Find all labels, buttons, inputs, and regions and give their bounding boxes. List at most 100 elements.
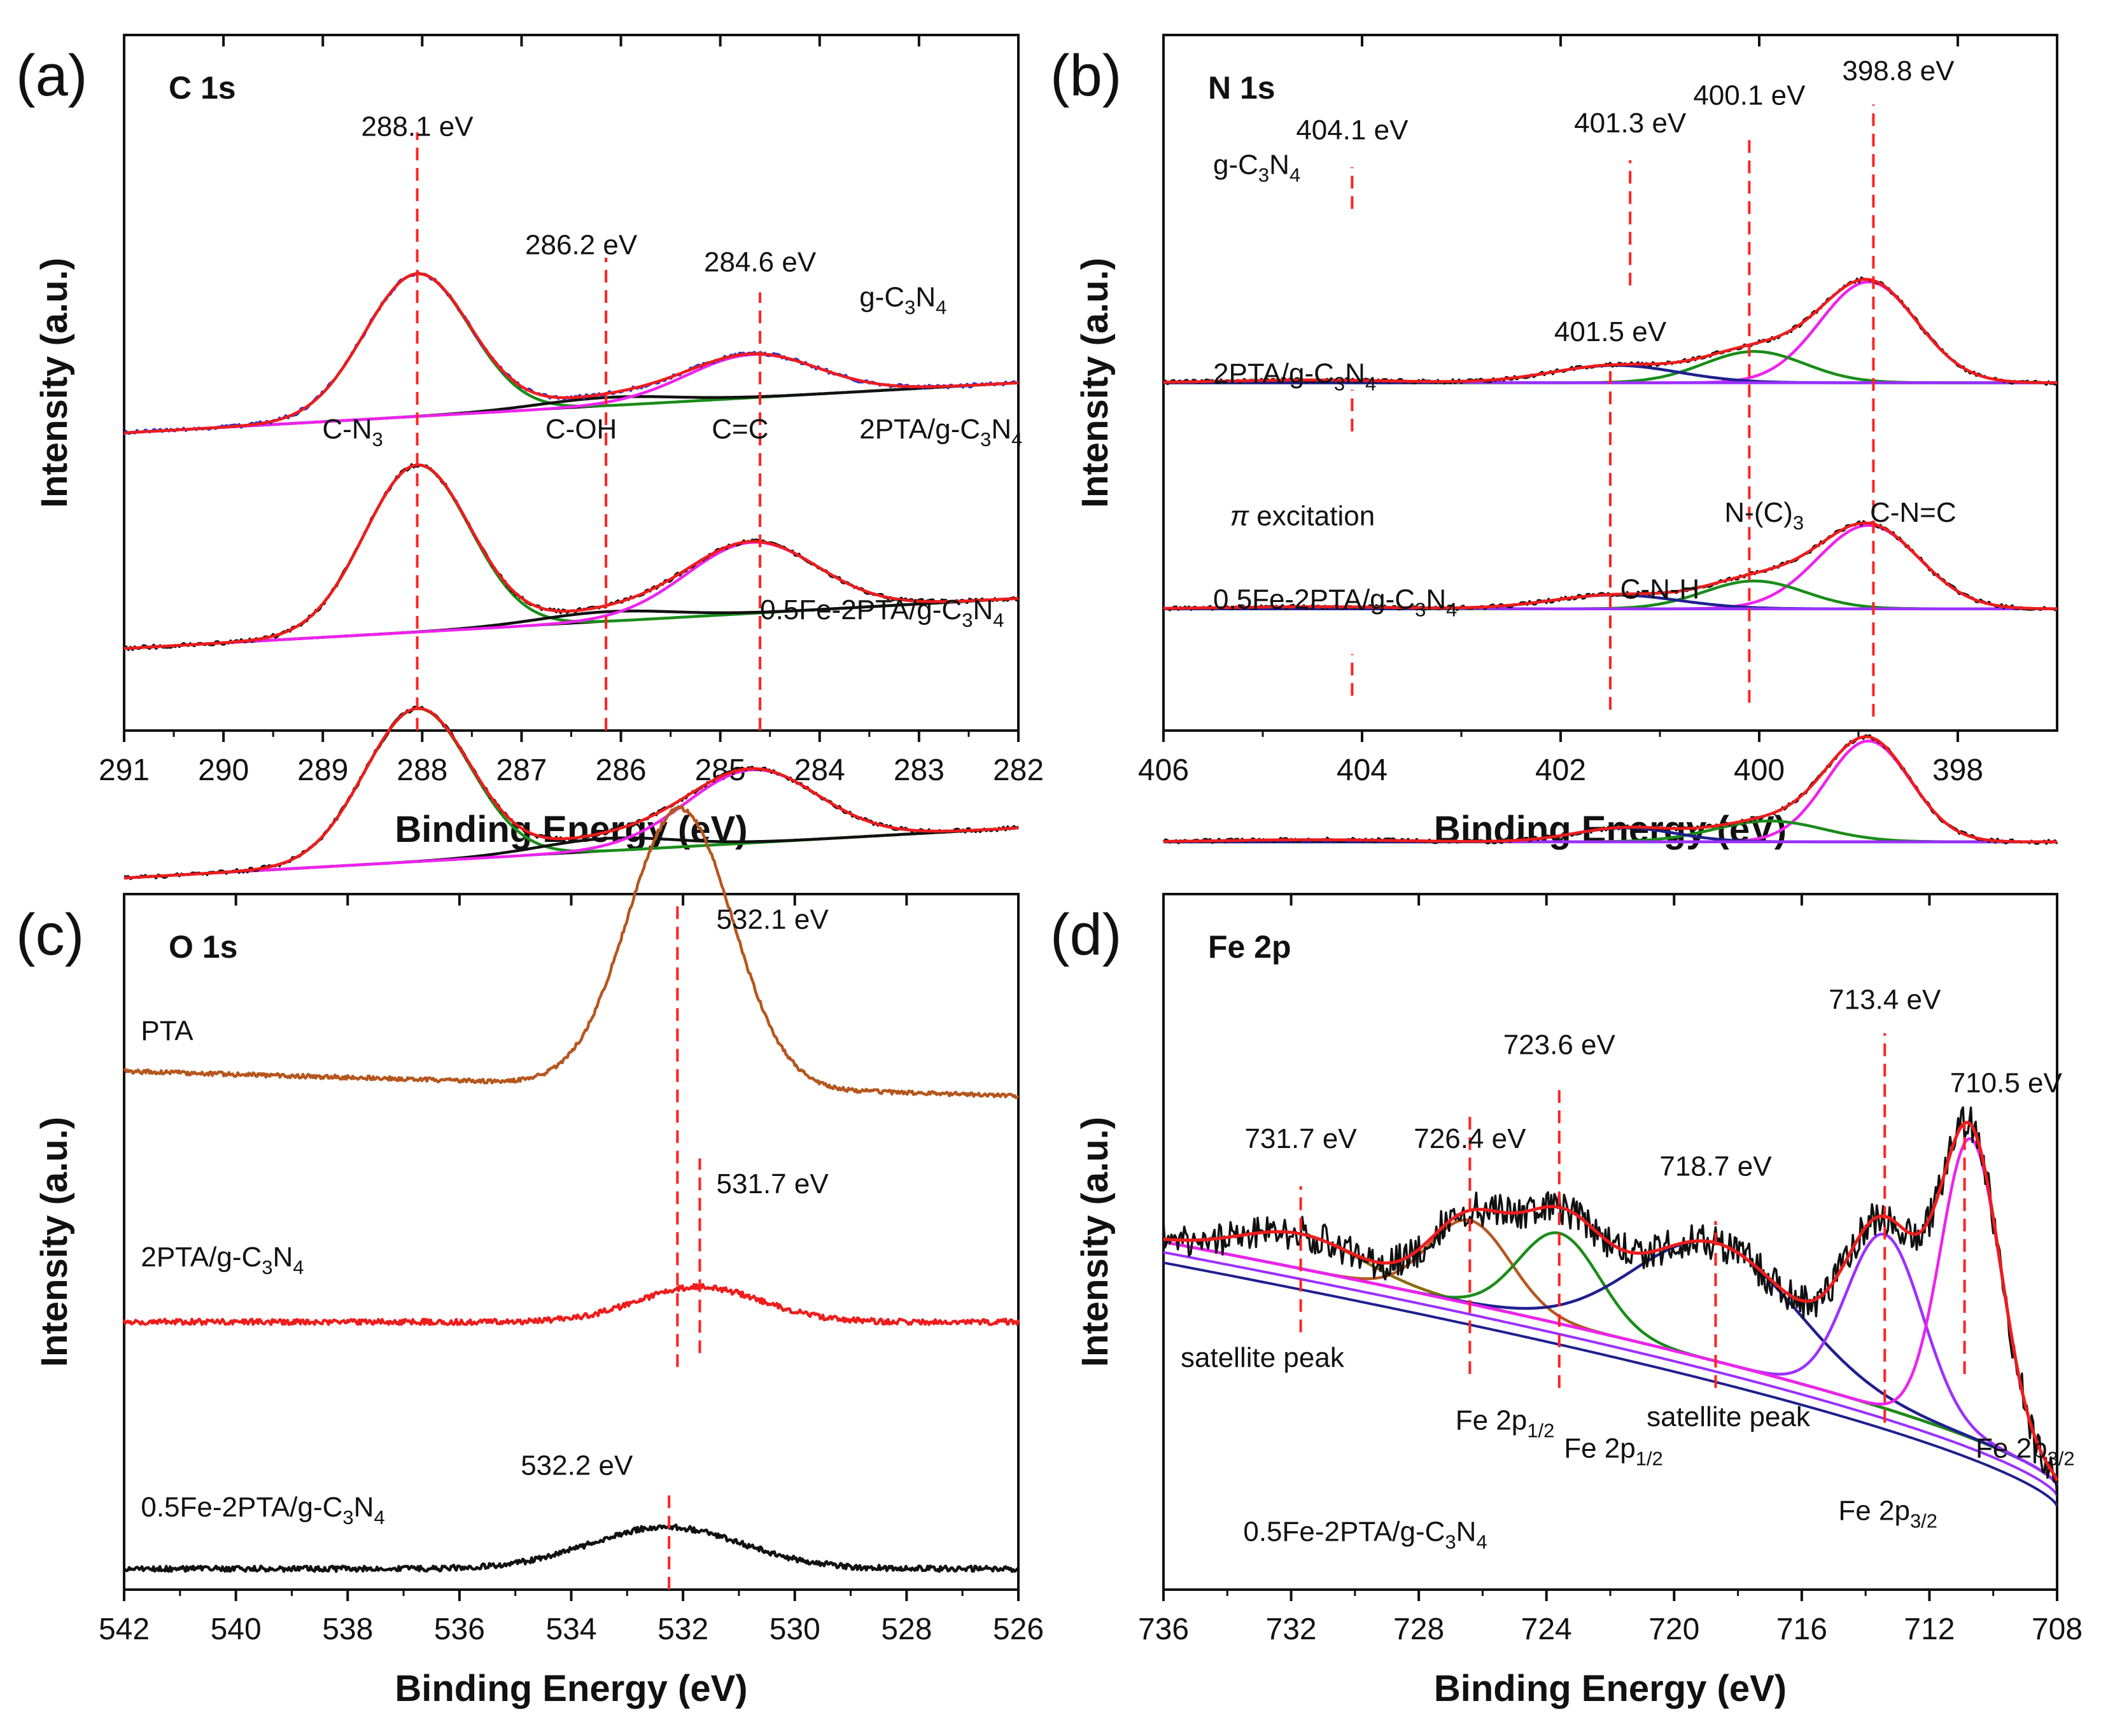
sample-2 xyxy=(1162,734,2058,845)
x-tick-label: 402 xyxy=(1535,753,1586,787)
peak-annotation: 288.1 eV xyxy=(361,111,474,142)
sample-label: 0.5Fe-2PTA/g-C3N4 xyxy=(141,1492,384,1529)
panel-c: 542 540 538 536 534 532 530 528 526 Binding Energ… xyxy=(16,805,1044,1709)
peak-annotation: 731.7 eV xyxy=(1245,1123,1358,1154)
fit-envelope xyxy=(123,272,1019,435)
fit-envelope xyxy=(1163,521,2057,610)
peak-annotation: C-OH xyxy=(545,414,617,445)
sample-label-main: g-C xyxy=(859,281,904,312)
sample-label-mid: N xyxy=(1426,584,1446,615)
peak-annotation: 284.6 eV xyxy=(704,247,817,278)
x-tick-label: 534 xyxy=(545,1613,596,1646)
subscript: 4 xyxy=(1289,164,1300,186)
x-tick-label: 530 xyxy=(769,1613,820,1646)
subscript: 4 xyxy=(1446,599,1457,621)
x-tick-label: 708 xyxy=(2032,1613,2083,1646)
subscript: 4 xyxy=(1011,428,1022,451)
x-tick-label: 712 xyxy=(1904,1613,1955,1646)
sample-label: 2PTA/g-C3N4 xyxy=(1213,358,1376,395)
subscript: 3 xyxy=(262,1256,272,1278)
x-tick-label: 526 xyxy=(993,1613,1044,1646)
fe-state-label: Fe 2p3/2 xyxy=(1976,1432,2075,1469)
peak-annotation: N-(C)3 xyxy=(1724,497,1804,534)
peak-annotation: 401.5 eV xyxy=(1554,316,1667,347)
subscript: 4 xyxy=(374,1506,384,1529)
peak-annotation: 398.8 eV xyxy=(1842,55,1955,87)
sample-label-main: 2PTA/g-C xyxy=(1213,358,1334,389)
x-tick-label: 283 xyxy=(894,753,945,787)
subscript: 3 xyxy=(1334,373,1345,395)
peak-annotation: 286.2 eV xyxy=(525,229,638,260)
subscript: 3 xyxy=(980,428,991,451)
subscript: 4 xyxy=(936,296,946,318)
x-tick-label: 284 xyxy=(794,753,845,787)
spectrum-0 xyxy=(123,805,1019,1100)
sample-label-mid: N xyxy=(973,594,993,626)
raw-spectrum xyxy=(1162,1106,2058,1496)
peak-annotation: 0.5Fe-2PTA/g-C3N4 xyxy=(1243,1516,1487,1553)
y-axis-label: Intensity (a.u.) xyxy=(34,1117,75,1367)
sample-label: 2PTA/g-C3N4 xyxy=(141,1242,304,1278)
sample-label-mid: N xyxy=(1345,358,1365,389)
x-axis-label: Binding Energy (eV) xyxy=(395,809,747,850)
peak-annotation: 718.7 eV xyxy=(1659,1151,1772,1182)
x-tick-label: 536 xyxy=(434,1613,485,1646)
background-navy xyxy=(1163,1261,2058,1507)
x-tick-label: 406 xyxy=(1138,753,1189,787)
x-tick-label: 716 xyxy=(1776,1613,1827,1646)
y-axis-label: Intensity (a.u.) xyxy=(1074,1117,1116,1367)
subscript: 3 xyxy=(1258,164,1269,186)
peak-annotation: satellite peak xyxy=(1647,1401,1811,1432)
x-tick-label: 720 xyxy=(1648,1613,1699,1646)
x-tick-label: 542 xyxy=(99,1613,150,1646)
background-purple xyxy=(1163,1250,2058,1497)
sample-1 xyxy=(123,463,1019,652)
panel-title: O 1s xyxy=(169,929,237,965)
peak-annotation: 404.1 eV xyxy=(1296,115,1409,146)
sample-label: 2PTA/g-C3N4 xyxy=(859,414,1022,451)
sample-label-main: 0.5Fe-2PTA/g-C xyxy=(1213,584,1415,615)
sample-label-main: PTA xyxy=(141,1016,193,1047)
x-tick-label: 291 xyxy=(99,753,150,787)
sample-label: g-C3N4 xyxy=(1213,150,1300,186)
y-axis-label: Intensity (a.u.) xyxy=(1074,258,1116,508)
x-tick-label: 288 xyxy=(397,753,447,787)
sample-label-mid: N xyxy=(354,1492,374,1523)
x-tick-label: 287 xyxy=(496,753,547,787)
x-tick-label: 532 xyxy=(657,1613,708,1646)
sample-label-main: 2PTA/g-C xyxy=(141,1242,262,1273)
sample-1 xyxy=(1163,520,2058,612)
x-tick-label: 289 xyxy=(297,753,348,787)
fe-state-label: Fe 2p1/2 xyxy=(1456,1405,1555,1442)
fit-envelope xyxy=(1163,1121,2059,1481)
sample-label-mid: N xyxy=(991,414,1011,445)
x-tick-label: 404 xyxy=(1337,753,1388,787)
sample-label-main: 2PTA/g-C xyxy=(859,414,980,445)
peak-annotation: 401.3 eV xyxy=(1574,108,1687,139)
subscript: 3 xyxy=(342,1506,353,1529)
peak-annotation: 532.2 eV xyxy=(521,1450,633,1481)
peak-annotation: satellite peak xyxy=(1181,1342,1345,1373)
subscript: 3 xyxy=(962,609,973,631)
subscript: 3 xyxy=(1415,599,1426,621)
panel-label: (a) xyxy=(16,43,87,108)
subscript: 4 xyxy=(293,1256,304,1278)
fit-envelope xyxy=(123,706,1019,879)
sample-label: 0.5Fe-2PTA/g-C3N4 xyxy=(760,594,1004,631)
spectrum-2 xyxy=(123,1523,1019,1573)
x-tick-label: 282 xyxy=(993,753,1044,787)
subscript: 4 xyxy=(1365,373,1376,395)
panel-title: C 1s xyxy=(169,70,236,106)
sample-label: 0.5Fe-2PTA/g-C3N4 xyxy=(1213,584,1457,621)
sample-label: PTA xyxy=(141,1016,193,1047)
fit-component-710.5 xyxy=(1163,1137,2059,1481)
peak-annotation: C-N-H xyxy=(1620,573,1700,605)
peak-annotation: 713.4 eV xyxy=(1829,984,1941,1015)
peak-annotation: 531.7 eV xyxy=(717,1168,829,1200)
fit-envelope xyxy=(1163,735,2057,844)
panel-label: (b) xyxy=(1050,43,1121,108)
